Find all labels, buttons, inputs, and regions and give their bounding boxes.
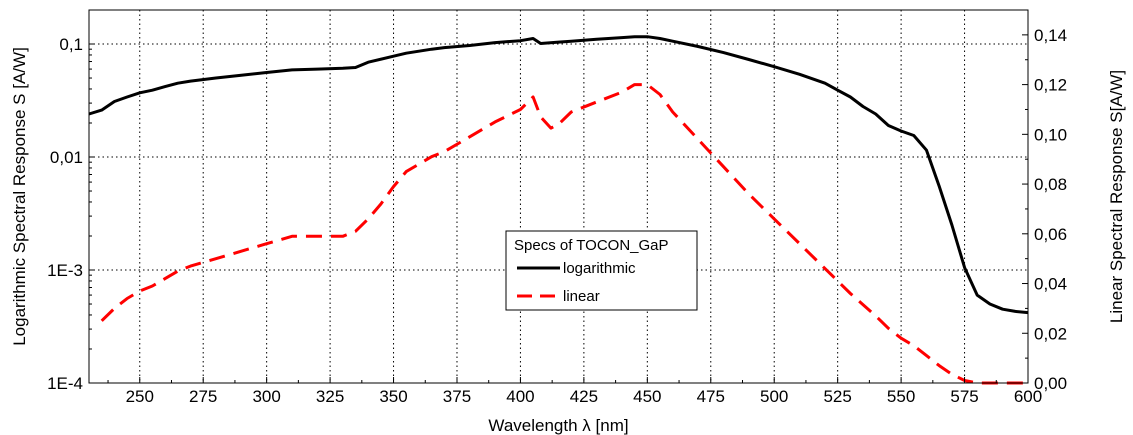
series-line-linear [100,83,1028,385]
series-lines [88,35,1029,385]
legend-label-logarithmic: logarithmic [563,260,636,277]
y-left-tick-label: 1E-4 [47,374,83,393]
y-left-axis-title: Logarithmic Spectral Response S [A/W] [10,47,29,346]
y-left-tick-label: 1E-3 [47,261,83,280]
x-tick-label: 575 [950,387,978,406]
y-left-tick-label: 0,1 [59,35,83,54]
y-right-tick-label: 0,08 [1034,175,1067,194]
x-tick-label: 400 [506,387,534,406]
x-tick-label: 450 [633,387,661,406]
y-right-tick-label: 0,04 [1034,275,1067,294]
legend: Specs of TOCON_GaP logarithmic linear [505,230,698,311]
x-tick-label: 525 [823,387,851,406]
y-right-axis-title: Linear Spectral Response S[A/W] [1107,70,1126,323]
y-right-tick-label: 0,10 [1034,125,1067,144]
legend-box [505,230,698,311]
y-right-tick-label: 0,14 [1034,26,1067,45]
axis-ticks: 250 275 300 325 350 375 400 425 450 475 500 525 550 5… [47,9,1067,406]
legend-title: Specs of TOCON_GaP [514,237,669,254]
x-tick-label: 600 [1014,387,1042,406]
x-tick-label: 350 [379,387,407,406]
x-tick-label: 500 [760,387,788,406]
x-axis-title: Wavelength λ [nm] [488,416,628,435]
y-left-tick-label: 0,01 [50,148,83,167]
plot-frame [88,9,1029,384]
y-right-tick-label: 0,12 [1034,76,1067,95]
series-line-logarithmic [88,35,1029,315]
x-tick-label: 375 [443,387,471,406]
x-tick-label: 425 [570,387,598,406]
y-right-tick-label: 0,06 [1034,225,1067,244]
x-tick-label: 325 [316,387,344,406]
x-tick-label: 300 [252,387,280,406]
legend-label-linear: linear [563,288,600,305]
x-tick-label: 475 [697,387,725,406]
x-tick-label: 275 [189,387,217,406]
y-right-tick-label: 0,02 [1034,324,1067,343]
y-right-tick-label: 0,00 [1034,374,1067,393]
x-tick-label: 550 [887,387,915,406]
x-tick-label: 250 [126,387,154,406]
